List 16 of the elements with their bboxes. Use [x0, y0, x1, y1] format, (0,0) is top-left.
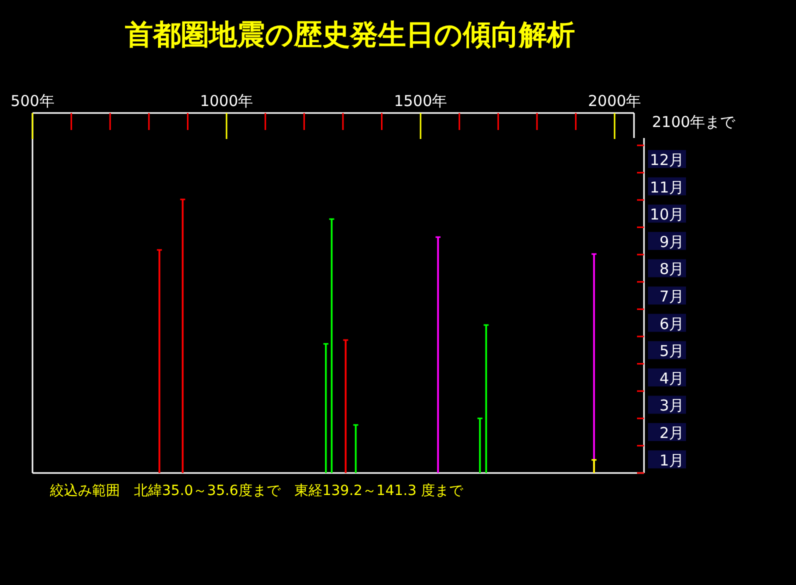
y-tick-label: 3月 — [659, 396, 684, 415]
x-tick-label: 500年 — [10, 92, 54, 110]
y-tick-label: 8月 — [659, 260, 684, 278]
y-tick-label: 5月 — [659, 342, 684, 360]
y-tick-label: 2月 — [659, 424, 684, 442]
y-tick-label: 4月 — [659, 369, 684, 388]
x-tick-label: 1500年 — [394, 92, 448, 110]
text: 2100年まで — [652, 113, 736, 131]
chart-title: 首都圏地震の歴史発生日の傾向解析 — [124, 18, 575, 51]
y-tick-label: 1月 — [659, 451, 684, 470]
y-tick-label: 7月 — [659, 288, 684, 306]
y-tick-label: 6月 — [659, 314, 684, 333]
x-tick-label: 1000年 — [200, 92, 254, 110]
x-tick-label: 2000年 — [588, 92, 642, 110]
y-tick-label: 9月 — [659, 232, 684, 251]
text: 絞込み範囲 北緯35.0～35.6度まで 東経139.2～141.3 度まで — [49, 483, 464, 499]
